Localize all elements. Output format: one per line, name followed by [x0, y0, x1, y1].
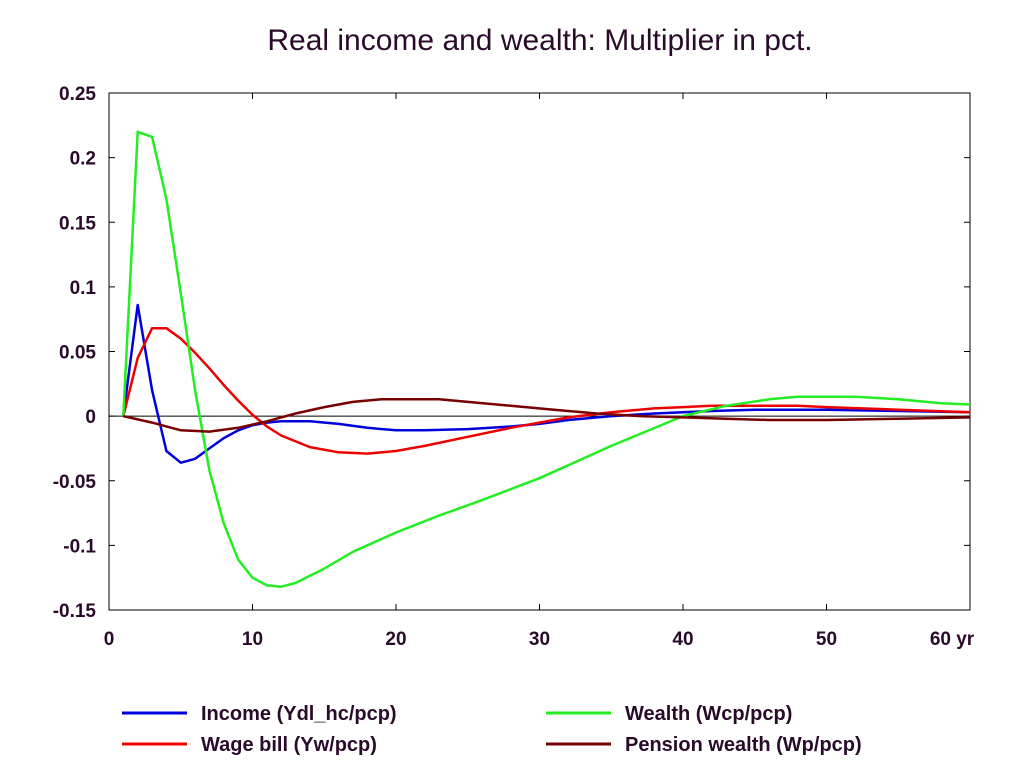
- y-tick-label: 0.1: [70, 278, 97, 299]
- legend: Income (Ydl_hc/pcp) Wage bill (Yw/pcp) Wea…: [122, 703, 862, 756]
- x-tick-label: 30: [529, 629, 550, 650]
- chart-title: Real income and wealth: Multiplier in pc…: [267, 24, 812, 57]
- x-tick-label: 20: [385, 629, 406, 650]
- y-tick-label: -0.1: [63, 536, 96, 557]
- plot-frame: [108, 92, 971, 611]
- axis-ticks: 0.25 0.2 0.15 0.1 0.05 0 -0.05 -0.1 -0.15 0 10 20 30…: [53, 84, 975, 650]
- series-line: [122, 130, 971, 588]
- y-tick-label: 0.25: [59, 84, 96, 105]
- x-tick-label: 50: [816, 629, 837, 650]
- y-tick-label: -0.15: [53, 601, 97, 622]
- y-tick-label: 0.2: [70, 149, 96, 170]
- series-line: [122, 326, 971, 455]
- series-line: [122, 303, 971, 464]
- y-tick-label: 0.15: [59, 213, 96, 234]
- y-tick-label: 0: [85, 407, 96, 428]
- y-tick-label: -0.05: [53, 472, 97, 493]
- legend-label: Pension wealth (Wp/pcp): [625, 734, 862, 756]
- y-tick-label: 0.05: [59, 343, 96, 364]
- series-line: [123, 398, 971, 433]
- x-tick-label: 0: [104, 629, 115, 650]
- x-tick-label: 10: [242, 629, 263, 650]
- legend-label: Wealth (Wcp/pcp): [625, 703, 792, 725]
- legend-label: Wage bill (Yw/pcp): [201, 734, 377, 756]
- x-tick-label: 40: [672, 629, 693, 650]
- plot-area: [108, 92, 971, 611]
- x-tick-label: 60 yr: [930, 629, 975, 650]
- legend-label: Income (Ydl_hc/pcp): [201, 703, 397, 725]
